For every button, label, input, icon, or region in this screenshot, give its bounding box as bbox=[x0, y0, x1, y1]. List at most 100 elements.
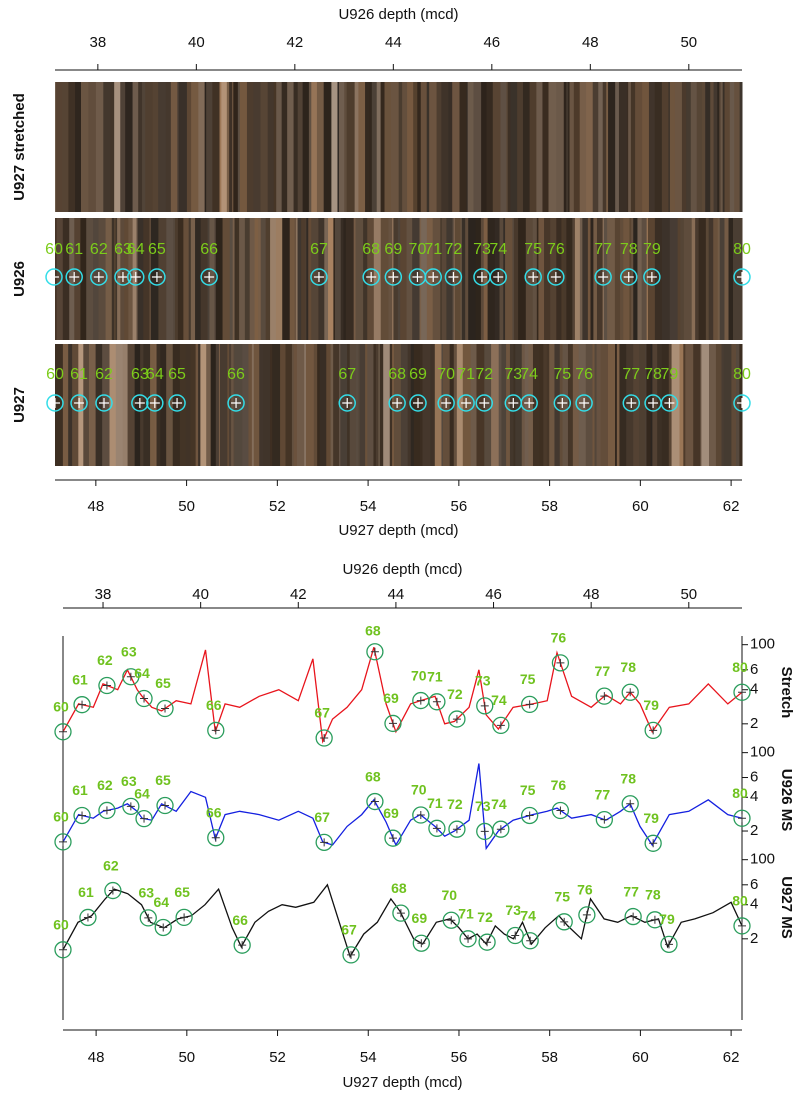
core-stripe bbox=[359, 344, 366, 466]
tie-circle bbox=[437, 394, 455, 412]
axis-title: U927 depth (mcd) bbox=[338, 522, 458, 539]
core-stripe bbox=[492, 82, 501, 212]
core-stripe bbox=[661, 344, 670, 466]
tie-cross bbox=[448, 272, 459, 282]
tie-circle bbox=[622, 394, 641, 412]
core-stripe bbox=[646, 218, 649, 340]
core-stripe bbox=[177, 218, 184, 340]
core-stripe bbox=[149, 218, 152, 340]
tie-circle bbox=[424, 268, 442, 286]
tie-cross bbox=[600, 815, 609, 824]
core-stripe bbox=[441, 82, 449, 212]
core-stripe bbox=[430, 344, 433, 466]
tie-point bbox=[506, 926, 524, 945]
tie-point bbox=[551, 654, 570, 672]
core-stripe bbox=[422, 344, 431, 466]
core-stripe bbox=[510, 82, 518, 212]
tie-circle bbox=[175, 908, 193, 927]
core-stripe bbox=[400, 218, 408, 340]
tie-circle bbox=[521, 932, 539, 950]
tie-cross bbox=[388, 834, 397, 843]
tie-label: 72 bbox=[475, 366, 493, 383]
core-stripe bbox=[539, 344, 544, 466]
core-stripe bbox=[371, 82, 378, 212]
core-stripe bbox=[501, 344, 507, 466]
tie-label: 63 bbox=[131, 366, 149, 383]
tie-point bbox=[492, 716, 510, 735]
core-stripe bbox=[232, 218, 236, 340]
core-stripe bbox=[476, 344, 485, 466]
tie-label: 64 bbox=[134, 785, 150, 801]
core-stripe bbox=[221, 82, 228, 212]
tie-label: 72 bbox=[477, 909, 493, 925]
core-stripe bbox=[297, 82, 304, 212]
core-stripe bbox=[536, 82, 543, 212]
tie-circle bbox=[409, 394, 427, 412]
tick-label: 54 bbox=[360, 1049, 377, 1066]
tie-cross bbox=[508, 398, 519, 408]
core-stripe bbox=[657, 344, 663, 466]
core-stripe bbox=[102, 344, 111, 466]
tie-point bbox=[475, 394, 494, 412]
tie-point bbox=[46, 394, 64, 412]
tie-cross bbox=[479, 398, 490, 408]
tie-label: 63 bbox=[121, 643, 137, 659]
core-stripe bbox=[734, 82, 741, 212]
core-stripe bbox=[705, 82, 711, 212]
core-stripe bbox=[358, 82, 366, 212]
core-stripe bbox=[509, 344, 515, 466]
tie-cross bbox=[528, 272, 539, 282]
tie-label: 70 bbox=[409, 241, 427, 258]
core-stripe bbox=[311, 82, 318, 212]
core-stripe bbox=[642, 82, 650, 212]
tie-circle bbox=[595, 687, 613, 705]
tie-cross bbox=[117, 272, 128, 282]
core-stripe bbox=[215, 344, 220, 466]
core-stripe bbox=[487, 218, 496, 340]
tie-circle bbox=[98, 801, 116, 820]
tie-circle bbox=[384, 714, 402, 733]
tie-cross bbox=[211, 726, 220, 735]
core-stripe bbox=[183, 218, 190, 340]
tie-label: 60 bbox=[53, 916, 69, 932]
tie-label: 74 bbox=[520, 907, 536, 923]
y-tick-label: 2 bbox=[750, 930, 758, 947]
core-stripe bbox=[669, 218, 679, 340]
core-stripe bbox=[55, 344, 64, 466]
core-stripe bbox=[412, 218, 421, 340]
core-stripe bbox=[304, 344, 307, 466]
core-panel bbox=[55, 218, 743, 340]
core-stripe bbox=[295, 218, 299, 340]
tie-label: 76 bbox=[575, 366, 593, 383]
tick-label: 52 bbox=[269, 498, 286, 515]
tie-label: 74 bbox=[491, 692, 507, 708]
tie-label: 78 bbox=[620, 241, 638, 258]
core-stripe bbox=[548, 82, 557, 212]
core-stripe bbox=[671, 344, 680, 466]
y-tick-label: 100 bbox=[750, 851, 775, 868]
tie-circle bbox=[127, 268, 145, 286]
tie-label: 68 bbox=[365, 768, 381, 784]
tie-circle bbox=[233, 936, 251, 954]
core-stripe bbox=[200, 218, 209, 340]
tie-circle bbox=[621, 683, 639, 701]
core-stripe bbox=[254, 218, 259, 340]
tie-point bbox=[595, 810, 613, 829]
tie-point bbox=[315, 729, 333, 747]
tie-point bbox=[551, 801, 570, 820]
core-stripe bbox=[691, 218, 696, 340]
core-stripe bbox=[426, 82, 430, 212]
tie-point bbox=[154, 918, 172, 937]
tie-point bbox=[338, 394, 356, 412]
tie-cross bbox=[347, 950, 356, 959]
tie-circle bbox=[227, 394, 245, 412]
tie-circle bbox=[79, 908, 97, 927]
tie-cross bbox=[180, 913, 189, 922]
tie-cross bbox=[396, 909, 405, 918]
core-stripe bbox=[700, 344, 702, 466]
core-stripe bbox=[419, 344, 423, 466]
tie-point bbox=[575, 394, 593, 412]
tie-cross bbox=[525, 700, 534, 709]
tie-label: 69 bbox=[409, 366, 427, 383]
core-stripe bbox=[346, 82, 356, 212]
